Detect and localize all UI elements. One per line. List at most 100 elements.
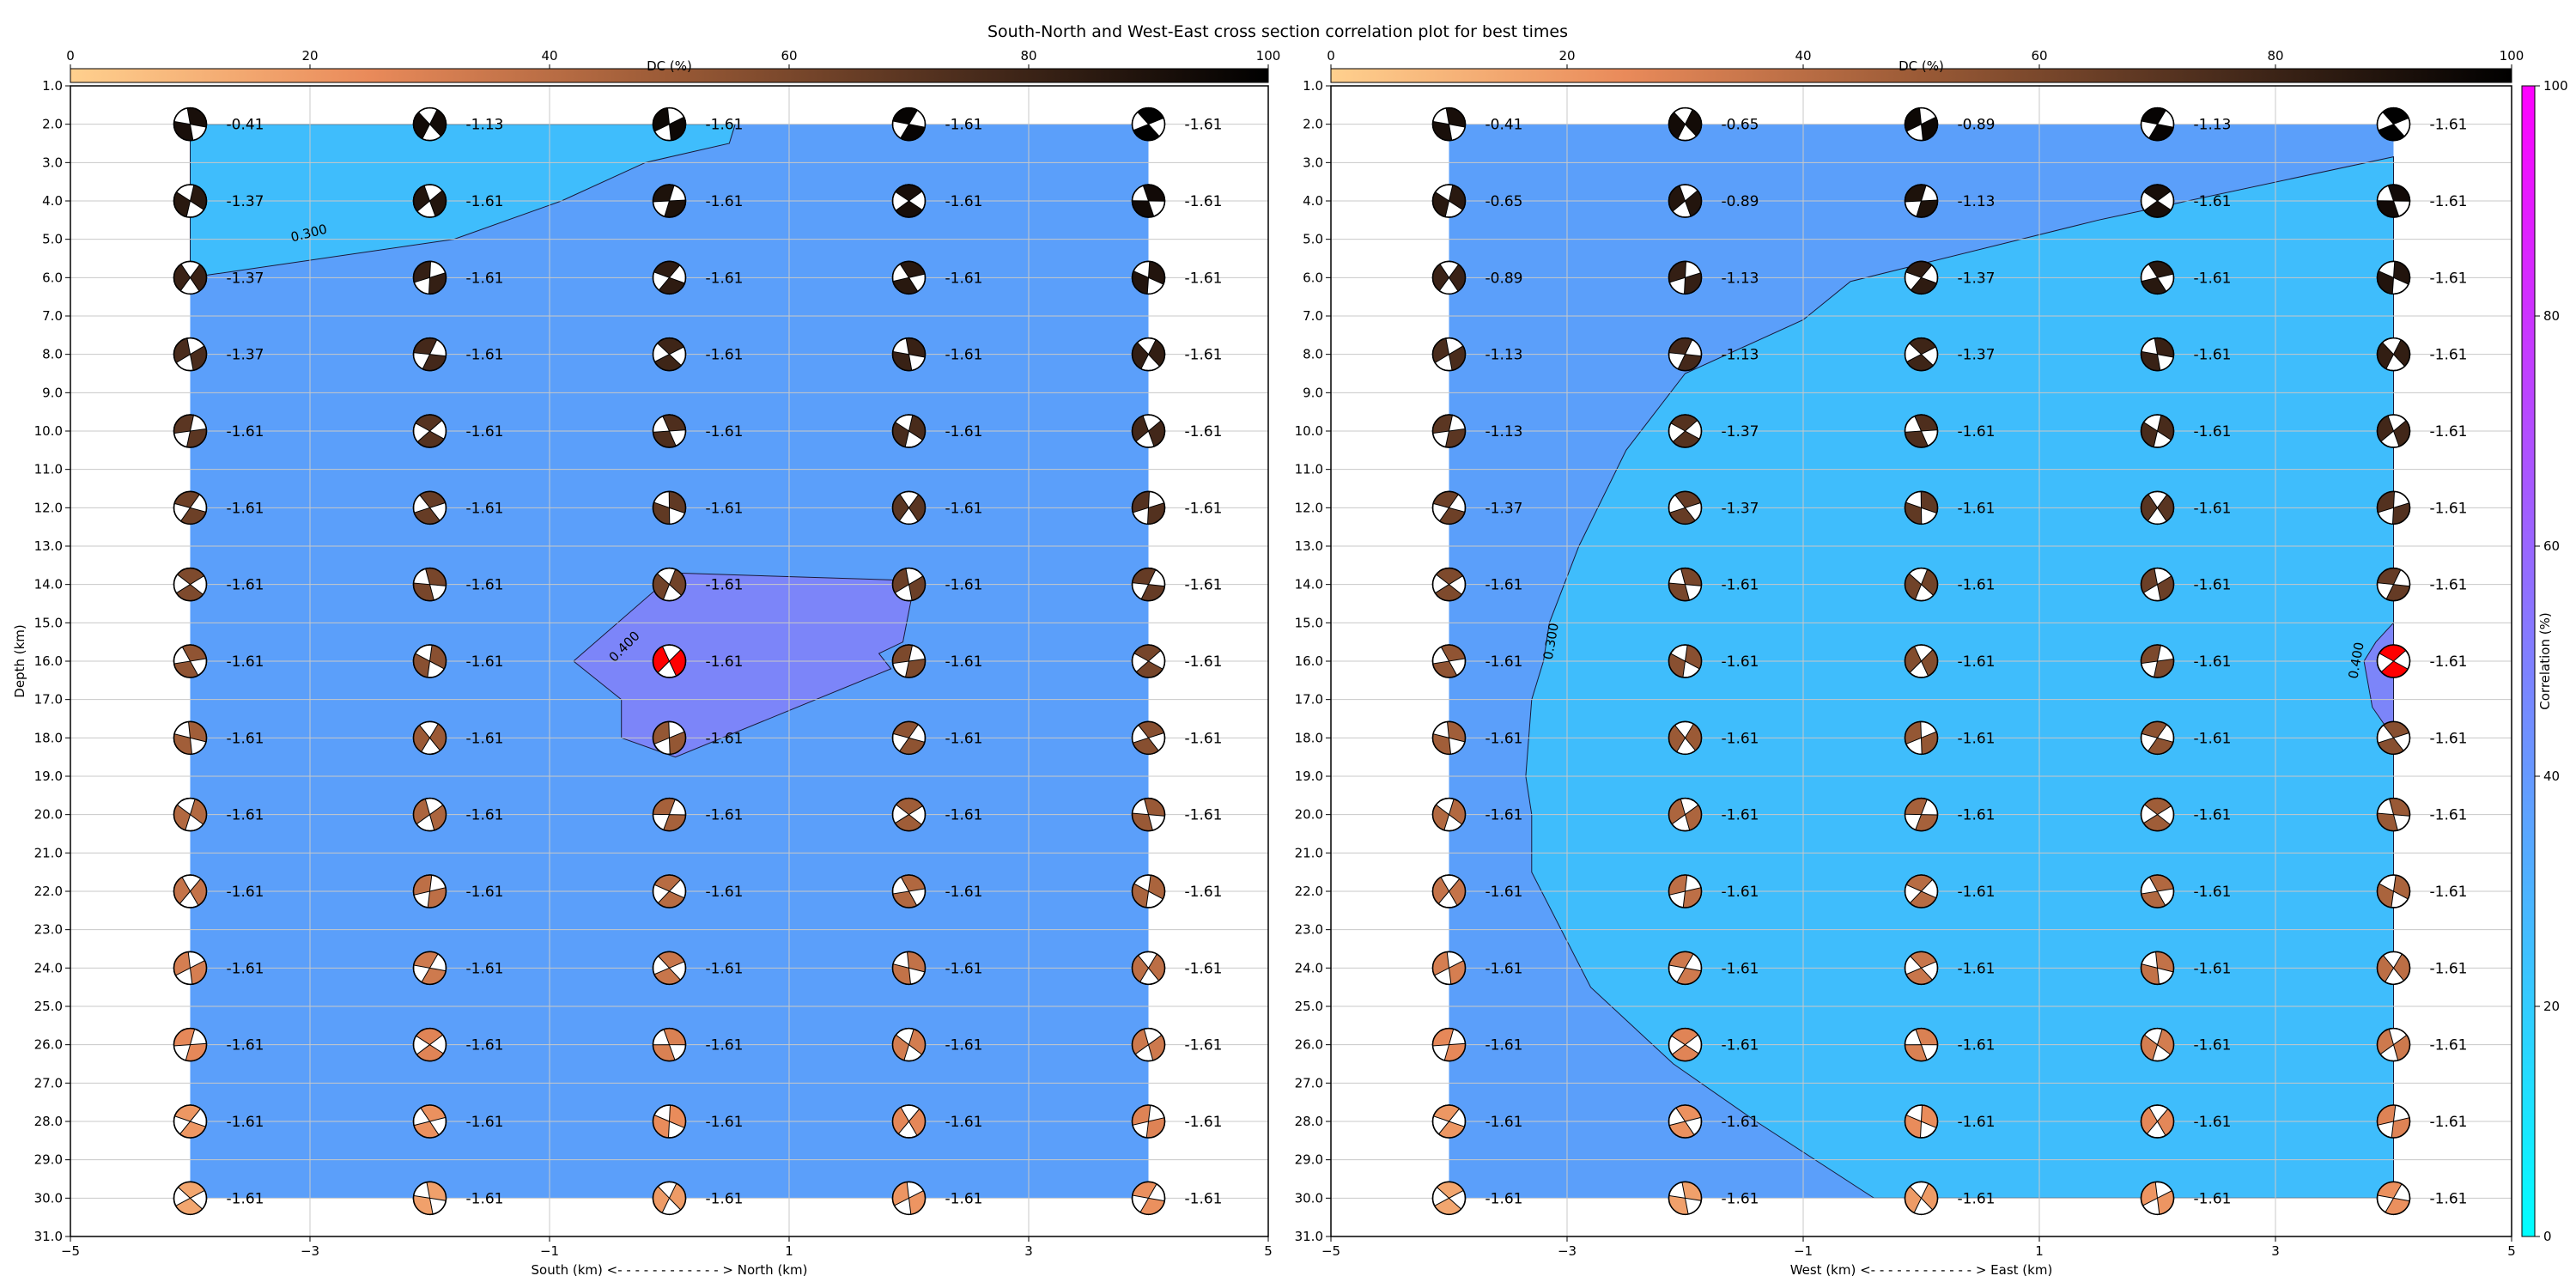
beachball-rim xyxy=(412,260,447,295)
beachball-rim xyxy=(412,1104,447,1139)
value-label: -1.61 xyxy=(945,653,983,671)
beachball-rim xyxy=(891,567,927,602)
beachball-rim xyxy=(173,720,208,756)
beachball-rim xyxy=(1904,720,1939,756)
value-label: -1.61 xyxy=(1722,653,1759,671)
beachball xyxy=(2140,260,2175,295)
value-label: -1.61 xyxy=(1722,730,1759,747)
beachball xyxy=(1668,106,1703,142)
beachball-rim xyxy=(412,1027,447,1062)
beachball xyxy=(1904,720,1939,756)
dc-colorbar-tick-label: 40 xyxy=(541,48,557,64)
value-label: -1.61 xyxy=(2430,884,2468,901)
y-tick-label: 13.0 xyxy=(34,538,63,554)
y-tick-label: 3.0 xyxy=(1303,155,1323,170)
value-label: -1.61 xyxy=(227,653,264,671)
value-label: -1.37 xyxy=(227,347,264,364)
beachball xyxy=(1131,1104,1166,1139)
beachball-rim xyxy=(412,490,447,526)
beachball-rim xyxy=(1668,106,1703,142)
y-tick-label: 4.0 xyxy=(1303,193,1323,209)
value-label: -1.61 xyxy=(1185,423,1223,440)
dc-colorbar-tick-label: 60 xyxy=(2031,48,2047,64)
beachball-rim xyxy=(1131,567,1166,602)
value-label: -1.61 xyxy=(2194,1037,2232,1054)
value-label: -1.61 xyxy=(945,270,983,287)
y-tick-label: 19.0 xyxy=(34,769,63,784)
y-tick-label: 11.0 xyxy=(34,462,63,477)
beachball xyxy=(2376,797,2411,832)
beachball-rim xyxy=(2140,720,2175,756)
dc-colorbar-tick-label: 80 xyxy=(2267,48,2283,64)
x-tick-label: −3 xyxy=(1558,1243,1577,1259)
value-label: -1.61 xyxy=(1485,653,1523,671)
beachball xyxy=(1904,414,1939,448)
beachball-rim xyxy=(412,414,447,448)
value-label: -1.61 xyxy=(706,960,744,977)
beachball xyxy=(891,567,927,602)
beachball xyxy=(2140,797,2175,832)
beachball-rim xyxy=(412,874,447,908)
beachball xyxy=(2376,644,2411,678)
beachball-rim xyxy=(1904,874,1939,908)
value-label: -1.37 xyxy=(1722,500,1759,517)
value-label: -1.61 xyxy=(1185,117,1223,134)
value-label: -1.61 xyxy=(2430,1114,2468,1131)
beachball xyxy=(1131,490,1166,526)
beachball xyxy=(1131,414,1166,448)
beachball-rim xyxy=(891,1104,927,1139)
beachball-rim xyxy=(1431,260,1467,295)
beachball xyxy=(412,1104,447,1139)
beachball-rim xyxy=(1668,1181,1703,1216)
dc-colorbar-label: DC (%) xyxy=(647,58,692,74)
beachball-rim xyxy=(412,797,447,832)
dc-colorbar xyxy=(1330,68,2512,83)
value-label: -1.61 xyxy=(706,807,744,824)
value-label: -1.61 xyxy=(466,577,504,594)
y-tick-label: 7.0 xyxy=(42,308,63,324)
beachball-rim xyxy=(412,106,447,142)
y-tick-label: 30.0 xyxy=(34,1190,63,1206)
beachball-rim xyxy=(2376,1181,2411,1216)
beachball-rim xyxy=(1131,337,1166,372)
beachball xyxy=(173,874,208,908)
beachball xyxy=(2376,1104,2411,1139)
value-label: -1.61 xyxy=(706,347,744,364)
value-label: -1.61 xyxy=(1185,807,1223,824)
beachball xyxy=(1431,951,1467,986)
value-label: -1.61 xyxy=(1185,653,1223,671)
beachball-rim xyxy=(412,1181,447,1216)
beachball xyxy=(652,106,687,142)
beachball xyxy=(2376,260,2411,295)
beachball xyxy=(412,490,447,526)
dc-colorbar-tick-label: 100 xyxy=(2500,48,2524,64)
value-label: -1.61 xyxy=(2194,347,2232,364)
x-tick-label: −5 xyxy=(61,1243,80,1259)
value-label: -1.61 xyxy=(1722,1037,1759,1054)
x-tick-label: −1 xyxy=(1794,1243,1813,1259)
y-tick-label: 21.0 xyxy=(1295,845,1323,860)
value-label: -0.89 xyxy=(1958,117,1996,134)
value-label: -1.61 xyxy=(2430,270,2468,287)
beachball-rim xyxy=(891,1027,927,1062)
beachball xyxy=(412,337,447,372)
value-label: -1.61 xyxy=(1958,1037,1996,1054)
value-label: -1.61 xyxy=(2194,1190,2232,1207)
beachball xyxy=(891,951,927,986)
beachball-rim xyxy=(173,1104,208,1139)
beachball xyxy=(2140,337,2175,372)
beachball-rim xyxy=(891,874,927,908)
beachball-rim xyxy=(2140,1027,2175,1062)
beachball xyxy=(2376,1181,2411,1216)
beachball-rim xyxy=(2140,490,2175,526)
value-label: -1.61 xyxy=(227,884,264,901)
value-label: -1.61 xyxy=(706,1114,744,1131)
beachball xyxy=(2140,567,2175,602)
x-tick-label: 3 xyxy=(1024,1243,1033,1259)
y-tick-label: 20.0 xyxy=(1295,807,1323,823)
y-tick-label: 26.0 xyxy=(34,1037,63,1053)
value-label: -1.61 xyxy=(2194,500,2232,517)
beachball-rim xyxy=(1904,260,1939,295)
beachball-rim xyxy=(173,567,208,602)
